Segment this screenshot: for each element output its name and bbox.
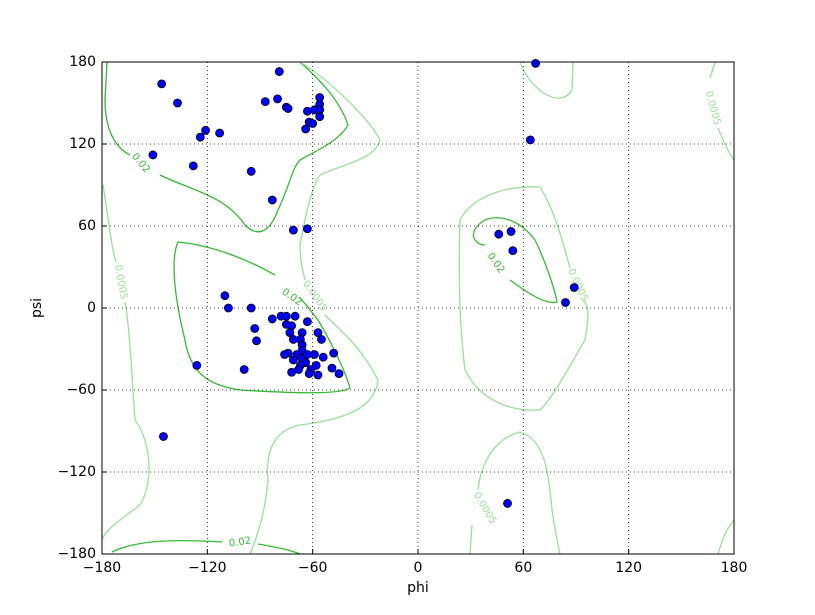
point xyxy=(311,360,321,370)
contour-line xyxy=(469,431,561,555)
point xyxy=(267,195,277,205)
y-tick-label: 180 xyxy=(69,54,96,70)
y-tick-label: 120 xyxy=(69,136,96,152)
point xyxy=(313,370,323,380)
point xyxy=(313,328,323,338)
point xyxy=(304,369,314,379)
point xyxy=(239,365,249,374)
y-tick-label: −180 xyxy=(58,546,96,562)
point xyxy=(308,119,318,128)
contour-line xyxy=(101,184,150,541)
contour-line xyxy=(709,61,735,161)
point xyxy=(195,132,205,142)
contour-line xyxy=(104,61,349,233)
contour-line xyxy=(173,241,351,394)
contour-line xyxy=(111,539,301,555)
y-tick-label: 60 xyxy=(78,218,96,234)
point xyxy=(148,150,158,160)
point xyxy=(294,365,304,374)
point xyxy=(215,128,225,138)
point xyxy=(288,225,298,235)
point xyxy=(503,499,512,508)
point xyxy=(329,348,339,358)
point xyxy=(561,298,570,307)
point xyxy=(220,291,230,301)
point xyxy=(260,97,270,107)
x-tick-label: −60 xyxy=(298,560,328,576)
point xyxy=(273,94,282,104)
point xyxy=(302,224,312,234)
point xyxy=(301,124,311,134)
point xyxy=(159,432,168,441)
contour-label: 0.0005 xyxy=(471,490,498,526)
contour-label: 0.02 xyxy=(228,535,252,549)
point xyxy=(246,166,256,176)
x-tick-label: 120 xyxy=(615,560,642,576)
x-tick-label: −120 xyxy=(188,560,226,576)
contour-label: 0.0005 xyxy=(703,90,723,127)
x-tick-label: −180 xyxy=(83,560,121,576)
point xyxy=(250,324,260,333)
point xyxy=(280,350,289,359)
contour-line xyxy=(519,61,574,99)
point xyxy=(508,246,518,256)
contour-label: 0.02 xyxy=(485,251,507,276)
point xyxy=(506,227,516,236)
point xyxy=(531,58,541,68)
point xyxy=(252,336,261,346)
point xyxy=(569,283,579,292)
point xyxy=(310,350,319,359)
plot-frame xyxy=(101,61,735,555)
point xyxy=(318,352,328,362)
point xyxy=(290,311,300,321)
x-tick-label: 180 xyxy=(721,560,748,576)
point xyxy=(201,125,210,135)
contour-line xyxy=(717,519,735,555)
point xyxy=(525,135,535,145)
x-tick-label: 0 xyxy=(414,560,423,576)
point xyxy=(267,314,277,324)
point xyxy=(302,106,312,116)
point xyxy=(246,303,256,313)
point xyxy=(317,335,326,344)
point xyxy=(188,161,198,171)
point xyxy=(281,311,291,321)
point xyxy=(315,112,325,122)
contour-line xyxy=(472,217,558,304)
point xyxy=(327,363,337,373)
y-axis-label: psi xyxy=(29,298,45,318)
contour-line xyxy=(458,186,589,411)
x-tick-label: 60 xyxy=(514,560,532,576)
point xyxy=(285,328,295,338)
contour-label: 0.0005 xyxy=(300,279,329,314)
point xyxy=(173,98,182,108)
y-tick-label: −120 xyxy=(58,464,96,480)
point xyxy=(223,303,233,313)
contour-label: 0.02 xyxy=(279,287,304,309)
x-axis-label: phi xyxy=(407,580,429,596)
y-tick-label: −60 xyxy=(66,382,96,398)
contour-line xyxy=(249,61,381,555)
point xyxy=(192,360,202,370)
point xyxy=(274,67,284,76)
contour-label: 0.0005 xyxy=(112,264,129,300)
point xyxy=(494,229,504,239)
y-tick-label: 0 xyxy=(87,300,96,316)
point xyxy=(157,79,167,89)
point xyxy=(334,369,344,379)
point xyxy=(288,355,298,365)
point xyxy=(283,104,293,113)
point xyxy=(302,317,312,327)
